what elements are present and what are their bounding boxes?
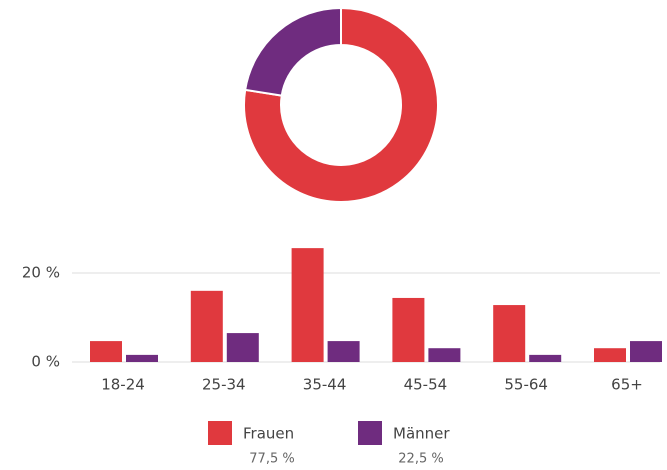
bar <box>126 354 158 362</box>
bar <box>327 341 360 362</box>
bar <box>594 348 626 362</box>
legend-label: Männer <box>393 425 450 443</box>
x-tick-label: 65+ <box>611 376 643 394</box>
donut-slice <box>243 6 439 203</box>
y-tick-label: 20 % <box>22 264 60 282</box>
bar <box>392 297 425 362</box>
x-tick-label: 35-44 <box>303 376 347 394</box>
x-tick-label: 18-24 <box>101 376 145 394</box>
bar <box>428 348 461 362</box>
x-tick-label: 45-54 <box>404 376 448 394</box>
bar <box>90 341 122 362</box>
legend-swatch <box>208 421 232 445</box>
x-tick-label: 25-34 <box>202 376 246 394</box>
bar <box>291 248 324 362</box>
legend-value: 77,5 % <box>249 452 294 467</box>
donut-slice <box>244 6 342 97</box>
legend-label: Frauen <box>243 425 294 443</box>
bar <box>529 354 562 362</box>
legend-value: 22,5 % <box>398 452 443 467</box>
bar <box>493 305 526 362</box>
y-tick-label: 0 % <box>31 353 60 371</box>
bar <box>630 341 662 362</box>
bar <box>190 290 223 362</box>
bar <box>226 333 259 362</box>
legend-swatch <box>358 421 382 445</box>
x-tick-label: 55-64 <box>504 376 548 394</box>
